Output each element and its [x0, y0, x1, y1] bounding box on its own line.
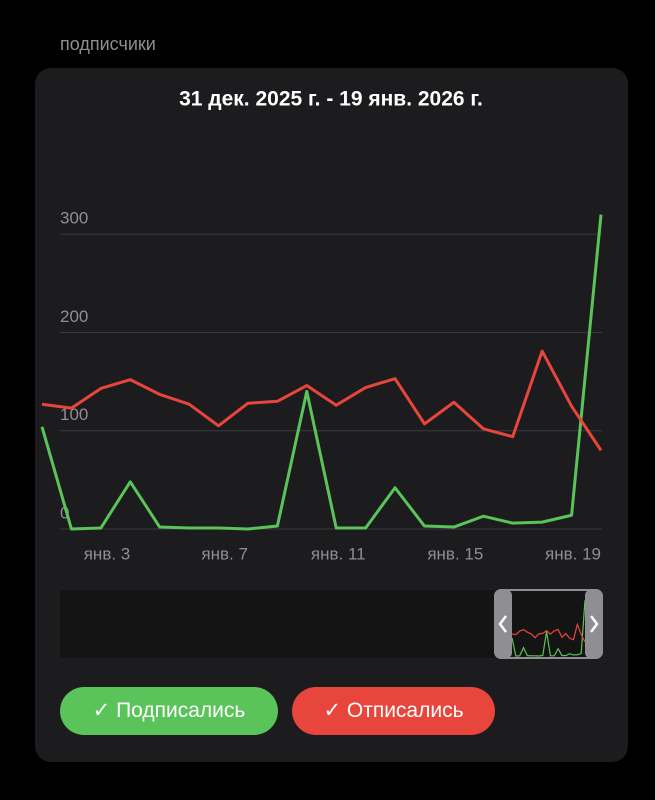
y-tick-label: 0 — [60, 503, 69, 522]
y-tick-label: 200 — [60, 307, 88, 326]
overview-line — [511, 600, 586, 657]
legend-button[interactable]: ✓ Подписались — [60, 687, 278, 735]
x-tick-label: янв. 3 — [84, 544, 131, 563]
series-line — [41, 349, 603, 452]
overview-handle[interactable] — [495, 590, 512, 658]
legend-label: Подписались — [116, 699, 246, 722]
y-tick-label: 300 — [60, 209, 88, 228]
chart-title: 31 дек. 2025 г. - 19 янв. 2026 г. — [179, 88, 483, 111]
handle-arrows — [498, 615, 599, 633]
x-tick-label: янв. 15 — [427, 544, 483, 563]
overview-handle[interactable] — [585, 590, 602, 658]
card — [35, 68, 628, 762]
check-icon: ✓ — [323, 699, 347, 722]
x-tick-label: янв. 7 — [201, 544, 248, 563]
x-tick-label: янв. 11 — [311, 544, 366, 563]
legend-button[interactable]: ✓ Отписались — [292, 687, 495, 735]
check-icon: ✓ — [92, 699, 117, 722]
series-line — [40, 214, 603, 531]
x-tick-label: янв. 19 — [545, 544, 601, 563]
overview — [60, 590, 602, 658]
legend-label: Отписались — [346, 699, 464, 722]
section-title: подписчики — [60, 34, 156, 54]
y-tick-label: 100 — [60, 405, 88, 424]
overview-line — [511, 622, 586, 643]
